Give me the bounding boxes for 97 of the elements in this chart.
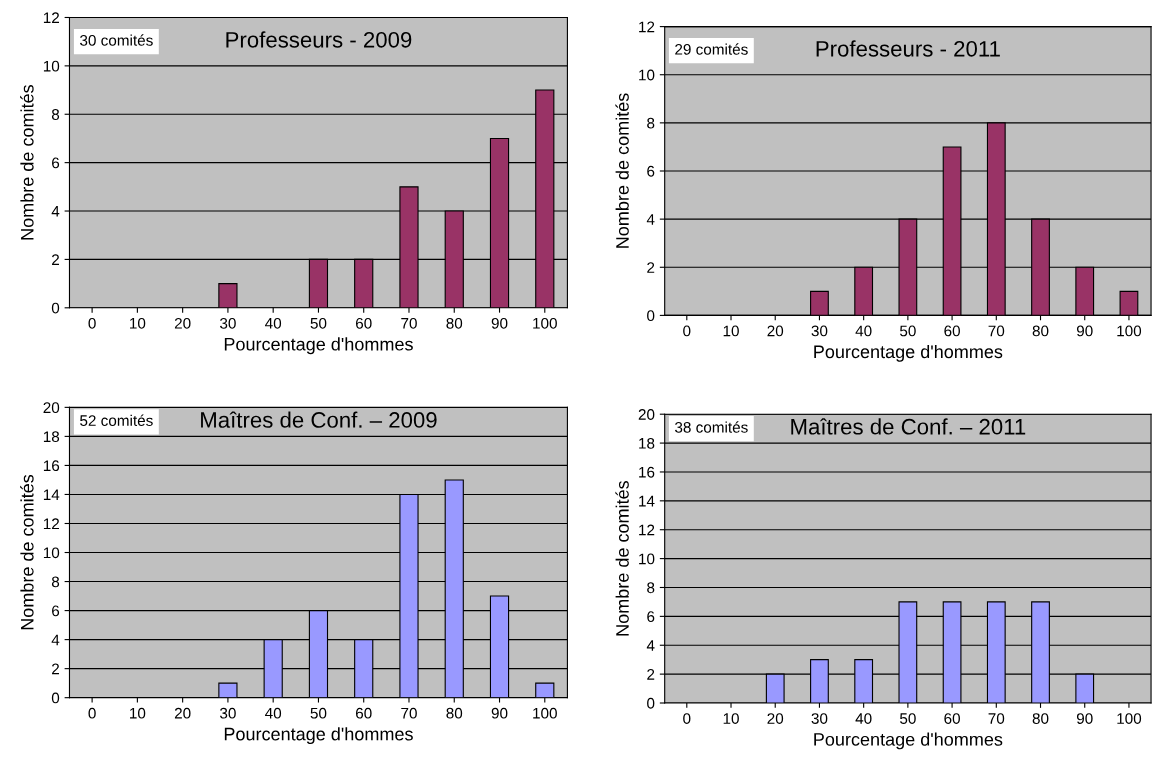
- y-tick-label: 0: [51, 302, 60, 314]
- y-tick-label: 12: [43, 518, 59, 530]
- x-tick-label: 0: [88, 707, 96, 719]
- x-axis-title: Pourcentage d'hommes: [814, 732, 1003, 750]
- y-axis-title: Nombre de comités: [20, 85, 34, 240]
- y-axis-title: Nombre de comités: [615, 93, 629, 248]
- y-tick-label: 14: [639, 495, 655, 507]
- y-tick-label: 14: [43, 489, 60, 500]
- y-tick-label: 2: [647, 668, 655, 680]
- x-tick-label: 100: [533, 707, 557, 719]
- x-tick-label: 0: [88, 317, 96, 329]
- chart-title: Maîtres de Conf. – 2011: [791, 418, 1026, 435]
- y-tick-label: 18: [43, 431, 60, 443]
- x-tick-label: 90: [491, 317, 508, 329]
- x-tick-label: 100: [1117, 325, 1142, 337]
- x-tick-label: 10: [723, 713, 739, 724]
- x-tick-label: 70: [401, 317, 417, 329]
- x-tick-label: 40: [265, 707, 282, 719]
- x-tick-label: 0: [683, 325, 691, 337]
- x-tick-label: 20: [767, 325, 784, 337]
- annotation: 38 comités: [675, 421, 748, 433]
- x-axis-title: Pourcentage d'hommes: [224, 727, 413, 745]
- x-tick-label: 40: [265, 317, 282, 329]
- y-tick-label: 10: [639, 553, 655, 565]
- x-tick-label: 50: [310, 317, 327, 329]
- x-tick-label: 20: [174, 317, 191, 329]
- x-tick-label: 20: [174, 707, 191, 719]
- x-tick-label: 90: [1076, 325, 1093, 337]
- x-tick-label: 60: [944, 713, 960, 724]
- x-tick-label: 40: [855, 713, 872, 724]
- x-tick-label: 70: [988, 325, 1005, 337]
- x-tick-label: 70: [401, 707, 417, 719]
- x-tick-label: 90: [491, 707, 508, 719]
- x-tick-label: 100: [1117, 713, 1142, 724]
- y-tick-label: 16: [639, 466, 655, 478]
- x-tick-label: 60: [944, 325, 960, 337]
- y-tick-label: 2: [52, 663, 59, 675]
- y-tick-label: 16: [43, 460, 60, 472]
- y-tick-label: 4: [646, 640, 655, 651]
- x-tick-label: 10: [723, 325, 739, 337]
- x-tick-label: 70: [988, 713, 1005, 724]
- x-axis-title: Pourcentage d'hommes: [814, 344, 1003, 362]
- y-tick-label: 6: [52, 605, 60, 617]
- y-tick-label: 8: [647, 582, 655, 594]
- x-tick-label: 10: [130, 317, 146, 329]
- y-tick-label: 12: [639, 524, 655, 536]
- x-tick-label: 40: [855, 325, 872, 337]
- x-tick-label: 80: [1032, 713, 1049, 724]
- y-tick-label: 8: [51, 576, 60, 588]
- chart-title: Professeurs - 2009: [226, 31, 412, 48]
- x-tick-label: 30: [220, 707, 236, 719]
- x-tick-label: 50: [899, 325, 916, 337]
- y-axis-title: Nombre de comités: [20, 474, 34, 630]
- y-tick-label: 4: [51, 634, 60, 646]
- annotation: 29 comités: [675, 43, 748, 55]
- y-tick-label: 2: [647, 262, 655, 273]
- y-tick-label: 6: [52, 157, 60, 169]
- y-tick-label: 6: [647, 611, 655, 623]
- y-tick-label: 18: [639, 437, 655, 449]
- y-tick-label: 20: [43, 402, 60, 414]
- x-tick-label: 50: [310, 707, 327, 719]
- x-tick-label: 60: [356, 707, 372, 719]
- y-tick-label: 0: [647, 697, 655, 709]
- y-tick-label: 10: [639, 69, 655, 81]
- x-tick-label: 20: [767, 713, 784, 724]
- x-axis-title: Pourcentage d'hommes: [224, 337, 413, 355]
- y-tick-label: 12: [43, 12, 59, 24]
- y-tick-label: 8: [51, 109, 60, 120]
- x-tick-label: 90: [1076, 713, 1093, 724]
- chart-title: Maîtres de Conf. – 2009: [201, 411, 437, 428]
- x-tick-label: 30: [811, 713, 828, 724]
- x-tick-label: 100: [533, 317, 557, 329]
- y-tick-label: 20: [638, 409, 655, 420]
- x-tick-label: 80: [446, 317, 463, 329]
- y-tick-label: 4: [51, 206, 60, 217]
- bar: [1119, 290, 1139, 316]
- x-tick-label: 80: [446, 707, 463, 719]
- y-tick-label: 8: [647, 117, 655, 129]
- y-tick-label: 10: [43, 547, 60, 559]
- y-tick-label: 2: [52, 254, 59, 265]
- annotation: 30 comités: [80, 34, 153, 46]
- x-tick-label: 30: [220, 317, 236, 329]
- x-tick-label: 50: [899, 713, 916, 724]
- y-tick-label: 0: [51, 692, 60, 704]
- chart-title: Professeurs - 2011: [816, 40, 1000, 57]
- y-tick-label: 12: [639, 21, 655, 33]
- x-tick-label: 80: [1032, 325, 1049, 337]
- annotation: 52 comités: [80, 414, 153, 426]
- bar: [810, 290, 829, 316]
- x-tick-label: 60: [356, 317, 372, 329]
- y-axis-title: Nombre de comités: [615, 480, 629, 636]
- y-tick-label: 4: [646, 214, 655, 225]
- x-tick-label: 0: [683, 713, 691, 724]
- y-tick-label: 6: [647, 165, 655, 177]
- y-tick-label: 10: [43, 60, 60, 72]
- x-tick-label: 10: [130, 707, 146, 719]
- x-tick-label: 30: [811, 325, 828, 337]
